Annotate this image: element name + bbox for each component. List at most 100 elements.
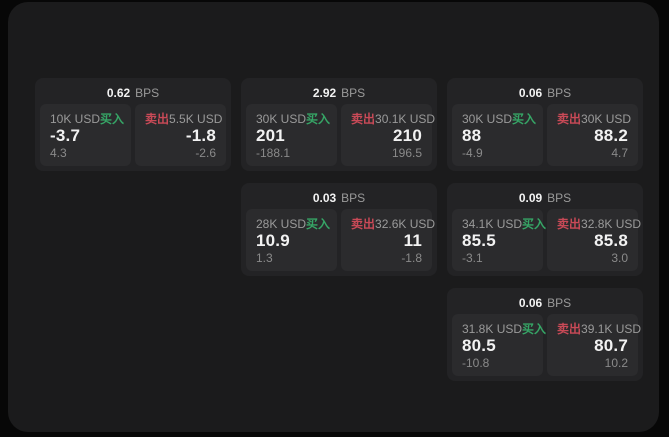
quote-tiles: 30K USD 买入 201 -188.1 卖出 30.1K USD 210 1… xyxy=(246,104,435,166)
buy-size-label: 10K USD xyxy=(50,112,101,126)
sell-delta: 3.0 xyxy=(611,251,628,265)
buy-price: 10.9 xyxy=(256,231,290,250)
spread-unit-label: BPS xyxy=(341,191,366,205)
quote-card: 0.06 BPS 30K USD 买入 88 -4.9 卖出 30K USD 8… xyxy=(447,78,643,171)
buy-tile-top: 30K USD 买入 xyxy=(462,112,536,126)
sell-price: 11 xyxy=(403,231,422,250)
spread-header: 0.62 BPS xyxy=(40,83,226,104)
sell-tile[interactable]: 卖出 32.8K USD 85.8 3.0 xyxy=(547,209,641,271)
spread-value: 0.06 xyxy=(518,296,543,310)
sell-price: 210 xyxy=(393,126,422,145)
sell-size-label: 32.6K USD xyxy=(375,217,436,231)
buy-price: 80.5 xyxy=(462,336,496,355)
buy-side-label: 买入 xyxy=(306,112,331,126)
quote-card: 0.62 BPS 10K USD 买入 -3.7 4.3 卖出 5.5K USD… xyxy=(35,78,231,171)
sell-side-label: 卖出 xyxy=(351,217,376,231)
quote-card: 0.09 BPS 34.1K USD 买入 85.5 -3.1 卖出 32.8K… xyxy=(447,183,643,276)
quote-tiles: 31.8K USD 买入 80.5 -10.8 卖出 39.1K USD 80.… xyxy=(452,314,641,376)
spread-value: 0.09 xyxy=(518,191,543,205)
sell-tile[interactable]: 卖出 39.1K USD 80.7 10.2 xyxy=(547,314,641,376)
buy-delta: -10.8 xyxy=(462,356,490,370)
spread-unit-label: BPS xyxy=(547,296,572,310)
buy-delta: 1.3 xyxy=(256,251,273,265)
sell-side-label: 卖出 xyxy=(557,217,582,231)
buy-size-label: 28K USD xyxy=(256,217,307,231)
sell-side-label: 卖出 xyxy=(557,322,582,336)
sell-delta: 4.7 xyxy=(611,146,628,160)
sell-tile-top: 卖出 32.6K USD xyxy=(351,217,435,231)
spread-value: 0.62 xyxy=(106,86,131,100)
quote-tiles: 34.1K USD 买入 85.5 -3.1 卖出 32.8K USD 85.8… xyxy=(452,209,641,271)
sell-size-label: 39.1K USD xyxy=(581,322,642,336)
quote-tiles: 10K USD 买入 -3.7 4.3 卖出 5.5K USD -1.8 -2.… xyxy=(40,104,226,166)
spread-unit-label: BPS xyxy=(135,86,160,100)
sell-tile-top: 卖出 32.8K USD xyxy=(557,217,641,231)
quote-card: 0.03 BPS 28K USD 买入 10.9 1.3 卖出 32.6K US… xyxy=(241,183,437,276)
buy-size-label: 34.1K USD xyxy=(462,217,523,231)
buy-price: 201 xyxy=(256,126,285,145)
sell-tile[interactable]: 卖出 30K USD 88.2 4.7 xyxy=(547,104,638,166)
sell-delta: -1.8 xyxy=(401,251,422,265)
sell-size-label: 5.5K USD xyxy=(169,112,223,126)
spread-header: 2.92 BPS xyxy=(246,83,432,104)
buy-price: 85.5 xyxy=(462,231,496,250)
buy-tile[interactable]: 30K USD 买入 201 -188.1 xyxy=(246,104,337,166)
quote-tiles: 28K USD 买入 10.9 1.3 卖出 32.6K USD 11 -1.8 xyxy=(246,209,435,271)
sell-tile[interactable]: 卖出 32.6K USD 11 -1.8 xyxy=(341,209,435,271)
spread-unit-label: BPS xyxy=(341,86,366,100)
buy-delta: -188.1 xyxy=(256,146,291,160)
buy-tile-top: 34.1K USD 买入 xyxy=(462,217,546,231)
buy-tile-top: 10K USD 买入 xyxy=(50,112,125,126)
buy-delta: -3.1 xyxy=(462,251,483,265)
sell-side-label: 卖出 xyxy=(145,112,170,126)
buy-tile[interactable]: 31.8K USD 买入 80.5 -10.8 xyxy=(452,314,546,376)
spread-value: 0.06 xyxy=(518,86,543,100)
buy-tile[interactable]: 10K USD 买入 -3.7 4.3 xyxy=(40,104,131,166)
sell-tile-top: 卖出 5.5K USD xyxy=(145,112,222,126)
buy-price: -3.7 xyxy=(50,126,81,145)
buy-delta: 4.3 xyxy=(50,146,67,160)
buy-side-label: 买入 xyxy=(100,112,125,126)
cards-grid: 0.62 BPS 10K USD 买入 -3.7 4.3 卖出 5.5K USD… xyxy=(35,78,643,381)
spread-value: 2.92 xyxy=(312,86,337,100)
spread-header: 0.09 BPS xyxy=(452,188,638,209)
buy-side-label: 买入 xyxy=(522,322,547,336)
sell-tile-top: 卖出 39.1K USD xyxy=(557,322,641,336)
spread-unit-label: BPS xyxy=(547,191,572,205)
sell-tile[interactable]: 卖出 30.1K USD 210 196.5 xyxy=(341,104,435,166)
quotes-panel: 0.62 BPS 10K USD 买入 -3.7 4.3 卖出 5.5K USD… xyxy=(8,2,659,432)
sell-price: 85.8 xyxy=(594,231,628,250)
sell-price: 88.2 xyxy=(594,126,628,145)
sell-price: 80.7 xyxy=(594,336,628,355)
buy-tile-top: 28K USD 买入 xyxy=(256,217,331,231)
spread-header: 0.06 BPS xyxy=(452,83,638,104)
buy-size-label: 30K USD xyxy=(462,112,513,126)
sell-side-label: 卖出 xyxy=(351,112,376,126)
quote-card: 0.06 BPS 31.8K USD 买入 80.5 -10.8 卖出 39.1… xyxy=(447,288,643,381)
buy-tile[interactable]: 28K USD 买入 10.9 1.3 xyxy=(246,209,337,271)
sell-side-label: 卖出 xyxy=(557,112,582,126)
buy-tile[interactable]: 34.1K USD 买入 85.5 -3.1 xyxy=(452,209,546,271)
buy-size-label: 30K USD xyxy=(256,112,307,126)
buy-price: 88 xyxy=(462,126,482,145)
sell-size-label: 32.8K USD xyxy=(581,217,642,231)
sell-delta: 196.5 xyxy=(391,146,422,160)
buy-side-label: 买入 xyxy=(522,217,547,231)
sell-size-label: 30.1K USD xyxy=(375,112,436,126)
sell-delta: -2.6 xyxy=(195,146,216,160)
sell-tile-top: 卖出 30.1K USD xyxy=(351,112,435,126)
buy-tile-top: 31.8K USD 买入 xyxy=(462,322,546,336)
spread-unit-label: BPS xyxy=(547,86,572,100)
quote-card: 2.92 BPS 30K USD 买入 201 -188.1 卖出 30.1K … xyxy=(241,78,437,171)
sell-tile[interactable]: 卖出 5.5K USD -1.8 -2.6 xyxy=(135,104,226,166)
sell-tile-top: 卖出 30K USD xyxy=(557,112,632,126)
spread-header: 0.06 BPS xyxy=(452,293,638,314)
buy-tile[interactable]: 30K USD 买入 88 -4.9 xyxy=(452,104,543,166)
buy-delta: -4.9 xyxy=(462,146,483,160)
buy-side-label: 买入 xyxy=(306,217,331,231)
spread-header: 0.03 BPS xyxy=(246,188,432,209)
quote-tiles: 30K USD 买入 88 -4.9 卖出 30K USD 88.2 4.7 xyxy=(452,104,638,166)
sell-size-label: 30K USD xyxy=(581,112,632,126)
sell-delta: 10.2 xyxy=(604,356,628,370)
sell-price: -1.8 xyxy=(185,126,216,145)
